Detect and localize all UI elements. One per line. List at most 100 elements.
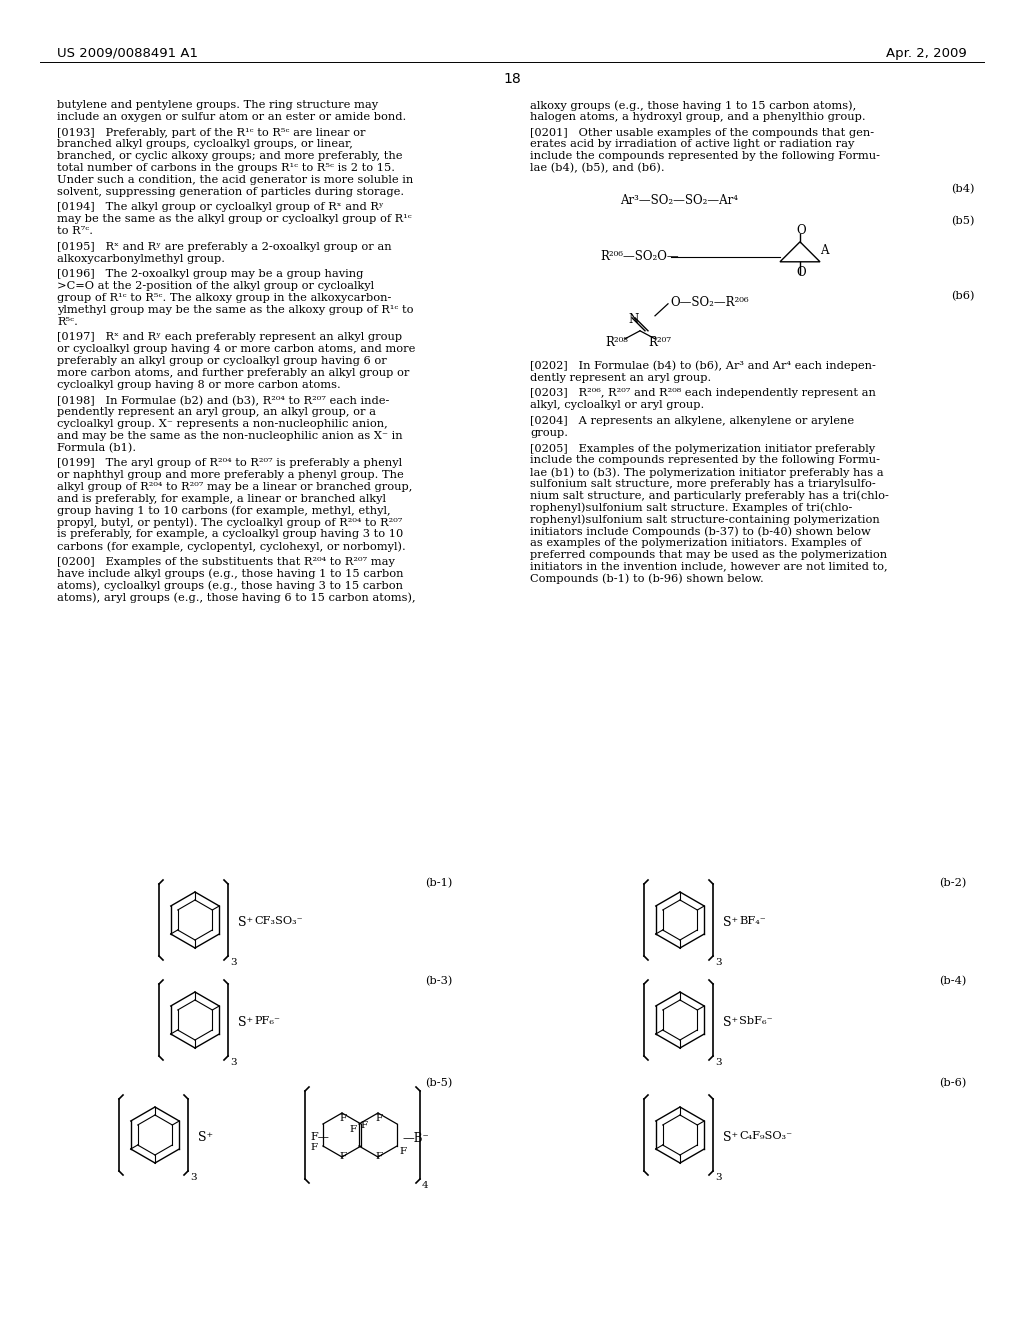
Text: S⁺: S⁺ — [723, 1131, 738, 1144]
Text: A: A — [820, 244, 828, 257]
Text: 3: 3 — [715, 1173, 722, 1181]
Text: rophenyl)sulfonium salt structure-containing polymerization: rophenyl)sulfonium salt structure-contai… — [530, 515, 880, 525]
Text: (b5): (b5) — [951, 215, 975, 226]
Text: total number of carbons in the groups R¹ᶜ to R⁵ᶜ is 2 to 15.: total number of carbons in the groups R¹… — [57, 162, 395, 173]
Text: F: F — [375, 1114, 382, 1123]
Text: branched, or cyclic alkoxy groups; and more preferably, the: branched, or cyclic alkoxy groups; and m… — [57, 152, 402, 161]
Text: F: F — [360, 1121, 368, 1130]
Text: S⁺: S⁺ — [723, 916, 738, 929]
Text: include the compounds represented by the following Formu-: include the compounds represented by the… — [530, 455, 880, 466]
Text: alkyl group of R²⁰⁴ to R²⁰⁷ may be a linear or branched group,: alkyl group of R²⁰⁴ to R²⁰⁷ may be a lin… — [57, 482, 413, 492]
Text: S⁺: S⁺ — [723, 1016, 738, 1030]
Text: alkoxy groups (e.g., those having 1 to 15 carbon atoms),: alkoxy groups (e.g., those having 1 to 1… — [530, 100, 856, 111]
Text: PF₆⁻: PF₆⁻ — [254, 1016, 280, 1026]
Text: more carbon atoms, and further preferably an alkyl group or: more carbon atoms, and further preferabl… — [57, 368, 410, 378]
Text: S⁺: S⁺ — [238, 1016, 253, 1030]
Text: F: F — [339, 1114, 346, 1123]
Text: propyl, butyl, or pentyl). The cycloalkyl group of R²⁰⁴ to R²⁰⁷: propyl, butyl, or pentyl). The cycloalky… — [57, 517, 402, 528]
Text: group of R¹ᶜ to R⁵ᶜ. The alkoxy group in the alkoxycarbon-: group of R¹ᶜ to R⁵ᶜ. The alkoxy group in… — [57, 293, 391, 304]
Text: solvent, suppressing generation of particles during storage.: solvent, suppressing generation of parti… — [57, 186, 404, 197]
Text: halogen atoms, a hydroxyl group, and a phenylthio group.: halogen atoms, a hydroxyl group, and a p… — [530, 112, 865, 121]
Text: Under such a condition, the acid generator is more soluble in: Under such a condition, the acid generat… — [57, 174, 414, 185]
Text: BF₄⁻: BF₄⁻ — [739, 916, 766, 927]
Text: [0197]   Rˣ and Rʸ each preferably represent an alkyl group: [0197] Rˣ and Rʸ each preferably represe… — [57, 333, 402, 342]
Text: group having 1 to 10 carbons (for example, methyl, ethyl,: group having 1 to 10 carbons (for exampl… — [57, 506, 390, 516]
Text: atoms), aryl groups (e.g., those having 6 to 15 carbon atoms),: atoms), aryl groups (e.g., those having … — [57, 593, 416, 603]
Text: [0205]   Examples of the polymerization initiator preferably: [0205] Examples of the polymerization in… — [530, 444, 876, 454]
Text: [0203]   R²⁰⁶, R²⁰⁷ and R²⁰⁸ each independently represent an: [0203] R²⁰⁶, R²⁰⁷ and R²⁰⁸ each independ… — [530, 388, 876, 399]
Text: (b-5): (b-5) — [426, 1078, 453, 1088]
Text: >C=O at the 2-position of the alkyl group or cycloalkyl: >C=O at the 2-position of the alkyl grou… — [57, 281, 374, 292]
Text: 3: 3 — [190, 1173, 197, 1181]
Text: nium salt structure, and particularly preferably has a tri(chlo-: nium salt structure, and particularly pr… — [530, 491, 889, 502]
Text: lae (b4), (b5), and (b6).: lae (b4), (b5), and (b6). — [530, 162, 665, 173]
Text: is preferably, for example, a cycloalkyl group having 3 to 10: is preferably, for example, a cycloalkyl… — [57, 529, 403, 539]
Text: F: F — [349, 1125, 356, 1134]
Text: dently represent an aryl group.: dently represent an aryl group. — [530, 372, 712, 383]
Text: and is preferably, for example, a linear or branched alkyl: and is preferably, for example, a linear… — [57, 494, 386, 504]
Text: erates acid by irradiation of active light or radiation ray: erates acid by irradiation of active lig… — [530, 140, 854, 149]
Text: alkyl, cycloalkyl or aryl group.: alkyl, cycloalkyl or aryl group. — [530, 400, 705, 411]
Text: 3: 3 — [230, 958, 237, 968]
Text: R²⁰⁸: R²⁰⁸ — [605, 335, 628, 348]
Text: 3: 3 — [715, 958, 722, 968]
Text: (b-3): (b-3) — [426, 975, 453, 986]
Text: preferably an alkyl group or cycloalkyl group having 6 or: preferably an alkyl group or cycloalkyl … — [57, 356, 387, 366]
Text: S⁺: S⁺ — [238, 916, 253, 929]
Text: [0201]   Other usable examples of the compounds that gen-: [0201] Other usable examples of the comp… — [530, 128, 874, 137]
Text: preferred compounds that may be used as the polymerization: preferred compounds that may be used as … — [530, 550, 887, 560]
Text: 3: 3 — [230, 1059, 237, 1067]
Text: F: F — [311, 1143, 318, 1152]
Text: 18: 18 — [503, 73, 521, 86]
Text: have include alkyl groups (e.g., those having 1 to 15 carbon: have include alkyl groups (e.g., those h… — [57, 569, 403, 579]
Text: and may be the same as the non-nucleophilic anion as X⁻ in: and may be the same as the non-nucleophi… — [57, 430, 402, 441]
Text: as examples of the polymerization initiators. Examples of: as examples of the polymerization initia… — [530, 539, 861, 548]
Text: [0196]   The 2-oxoalkyl group may be a group having: [0196] The 2-oxoalkyl group may be a gro… — [57, 269, 364, 280]
Text: butylene and pentylene groups. The ring structure may: butylene and pentylene groups. The ring … — [57, 100, 378, 110]
Text: US 2009/0088491 A1: US 2009/0088491 A1 — [57, 48, 198, 59]
Text: initiators include Compounds (b-37) to (b-40) shown below: initiators include Compounds (b-37) to (… — [530, 527, 870, 537]
Text: F—: F— — [310, 1133, 329, 1142]
Text: 4: 4 — [422, 1181, 429, 1191]
Text: O—SO₂—R²⁰⁶: O—SO₂—R²⁰⁶ — [670, 296, 749, 309]
Text: R²⁰⁶—SO₂O—: R²⁰⁶—SO₂O— — [600, 249, 679, 263]
Text: R⁵ᶜ.: R⁵ᶜ. — [57, 317, 78, 326]
Text: initiators in the invention include, however are not limited to,: initiators in the invention include, how… — [530, 561, 888, 572]
Text: S⁺: S⁺ — [198, 1131, 213, 1144]
Text: N: N — [628, 313, 638, 326]
Text: pendently represent an aryl group, an alkyl group, or a: pendently represent an aryl group, an al… — [57, 407, 376, 417]
Text: F: F — [399, 1147, 407, 1156]
Text: [0200]   Examples of the substituents that R²⁰⁴ to R²⁰⁷ may: [0200] Examples of the substituents that… — [57, 557, 395, 566]
Text: (b-4): (b-4) — [940, 975, 967, 986]
Text: 3: 3 — [715, 1059, 722, 1067]
Text: rophenyl)sulfonium salt structure. Examples of tri(chlo-: rophenyl)sulfonium salt structure. Examp… — [530, 503, 852, 513]
Text: R²⁰⁷: R²⁰⁷ — [648, 335, 671, 348]
Text: C₄F₉SO₃⁻: C₄F₉SO₃⁻ — [739, 1131, 793, 1140]
Text: [0194]   The alkyl group or cycloalkyl group of Rˣ and Rʸ: [0194] The alkyl group or cycloalkyl gro… — [57, 202, 384, 213]
Text: (b-1): (b-1) — [426, 878, 453, 888]
Text: lae (b1) to (b3). The polymerization initiator preferably has a: lae (b1) to (b3). The polymerization ini… — [530, 467, 884, 478]
Text: [0202]   In Formulae (b4) to (b6), Ar³ and Ar⁴ each indepen-: [0202] In Formulae (b4) to (b6), Ar³ and… — [530, 360, 876, 371]
Text: include the compounds represented by the following Formu-: include the compounds represented by the… — [530, 152, 880, 161]
Text: (b6): (b6) — [951, 290, 975, 301]
Text: may be the same as the alkyl group or cycloalkyl group of R¹ᶜ: may be the same as the alkyl group or cy… — [57, 214, 412, 224]
Text: or naphthyl group and more preferably a phenyl group. The: or naphthyl group and more preferably a … — [57, 470, 403, 480]
Text: include an oxygen or sulfur atom or an ester or amide bond.: include an oxygen or sulfur atom or an e… — [57, 112, 407, 121]
Text: sulfonium salt structure, more preferably has a triarylsulfo-: sulfonium salt structure, more preferabl… — [530, 479, 876, 488]
Text: Formula (b1).: Formula (b1). — [57, 442, 136, 453]
Text: (b-6): (b-6) — [940, 1078, 967, 1088]
Text: —B⁻: —B⁻ — [402, 1133, 429, 1144]
Text: (b-2): (b-2) — [940, 878, 967, 888]
Text: O: O — [796, 265, 806, 279]
Text: [0193]   Preferably, part of the R¹ᶜ to R⁵ᶜ are linear or: [0193] Preferably, part of the R¹ᶜ to R⁵… — [57, 128, 366, 137]
Text: [0204]   A represents an alkylene, alkenylene or arylene: [0204] A represents an alkylene, alkenyl… — [530, 416, 854, 426]
Text: Compounds (b-1) to (b-96) shown below.: Compounds (b-1) to (b-96) shown below. — [530, 573, 764, 583]
Text: ylmethyl group may be the same as the alkoxy group of R¹ᶜ to: ylmethyl group may be the same as the al… — [57, 305, 414, 314]
Text: CF₃SO₃⁻: CF₃SO₃⁻ — [254, 916, 303, 927]
Text: F: F — [375, 1152, 382, 1162]
Text: O: O — [796, 224, 806, 236]
Text: [0198]   In Formulae (b2) and (b3), R²⁰⁴ to R²⁰⁷ each inde-: [0198] In Formulae (b2) and (b3), R²⁰⁴ t… — [57, 396, 389, 405]
Text: carbons (for example, cyclopentyl, cyclohexyl, or norbomyl).: carbons (for example, cyclopentyl, cyclo… — [57, 541, 406, 552]
Text: alkoxycarbonylmethyl group.: alkoxycarbonylmethyl group. — [57, 253, 225, 264]
Text: cycloalkyl group. X⁻ represents a non-nucleophilic anion,: cycloalkyl group. X⁻ represents a non-nu… — [57, 418, 388, 429]
